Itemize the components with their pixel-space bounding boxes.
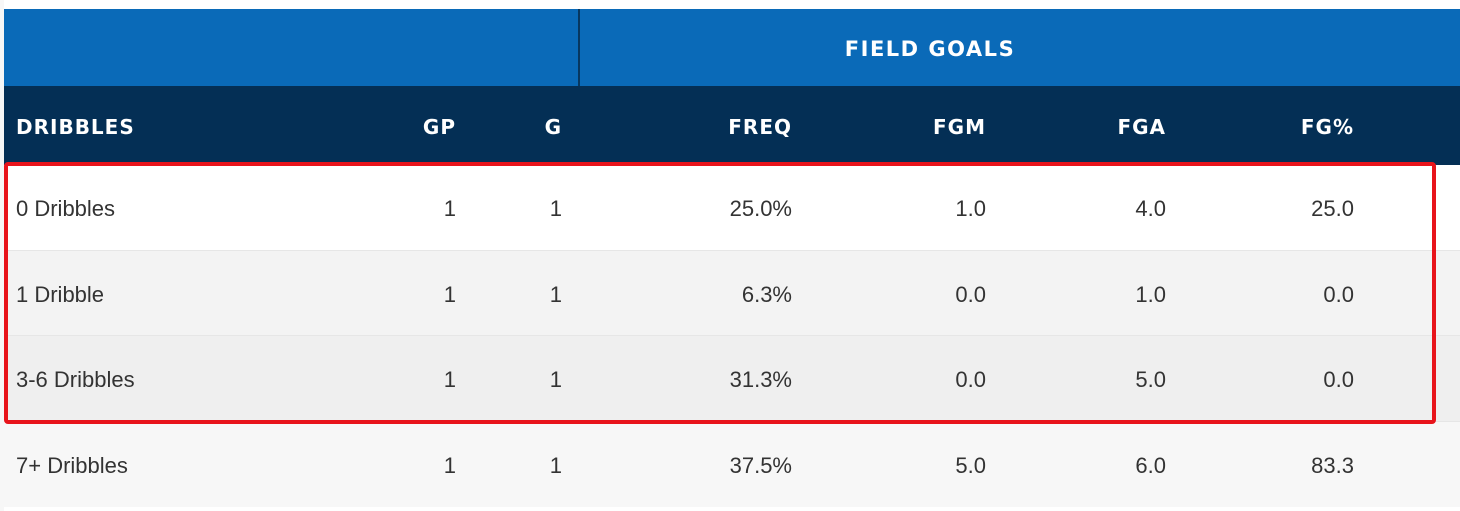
row-fga: 1.0 — [1135, 281, 1166, 307]
row-dribbles-label: 1 Dribble — [16, 281, 105, 307]
row-g: 1 — [549, 281, 562, 307]
column-header-freq[interactable]: FREQ — [728, 115, 792, 139]
row-g: 1 — [549, 452, 562, 478]
row-fga: 4.0 — [1135, 196, 1166, 221]
column-header-fg-pct[interactable]: FG% — [1300, 115, 1354, 139]
row-g: 1 — [549, 196, 562, 221]
row-fgm: 0.0 — [955, 367, 986, 392]
table-group-header: FIELD GOALS — [4, 9, 1460, 86]
table-column-header: DRIBBLES GP G FREQ FGM FGA FG% — [4, 86, 1460, 165]
row-fg-pct: 83.3 — [1311, 452, 1354, 478]
row-fg-pct: 0.0 — [1323, 367, 1354, 392]
row-fgm: 0.0 — [955, 281, 986, 307]
row-fga: 5.0 — [1135, 367, 1166, 392]
row-divider — [4, 335, 1460, 336]
row-dribbles-label: 7+ Dribbles — [16, 452, 128, 478]
group-divider — [578, 9, 580, 86]
row-freq: 25.0% — [729, 196, 792, 221]
table-row: 1 Dribble 1 1 6.3% 0.0 1.0 0.0 — [4, 250, 1460, 336]
row-divider — [4, 249, 1460, 251]
dribbles-stats-table: FIELD GOALS DRIBBLES GP G FREQ FGM FGA F… — [4, 9, 1460, 507]
row-gp: 1 — [443, 452, 456, 478]
row-g: 1 — [549, 367, 562, 392]
row-fgm: 5.0 — [955, 452, 986, 478]
row-gp: 1 — [443, 196, 456, 221]
table-row: 7+ Dribbles 1 1 37.5% 5.0 6.0 83.3 — [4, 421, 1460, 507]
column-header-gp[interactable]: GP — [422, 115, 456, 139]
row-gp: 1 — [443, 281, 456, 307]
row-freq: 31.3% — [729, 367, 792, 392]
row-gp: 1 — [443, 367, 456, 392]
table-row: 3-6 Dribbles 1 1 31.3% 0.0 5.0 0.0 — [4, 336, 1460, 422]
row-freq: 6.3% — [741, 281, 792, 307]
row-freq: 37.5% — [729, 452, 792, 478]
row-fga: 6.0 — [1135, 452, 1166, 478]
row-dribbles-label: 3-6 Dribbles — [16, 367, 135, 392]
column-header-fgm[interactable]: FGM — [933, 115, 986, 139]
row-fg-pct: 0.0 — [1323, 281, 1354, 307]
column-header-g[interactable]: G — [544, 115, 562, 139]
row-dribbles-label: 0 Dribbles — [16, 196, 116, 221]
field-goals-group-label: FIELD GOALS — [844, 37, 1016, 61]
left-edge — [0, 0, 4, 511]
row-fgm: 1.0 — [955, 196, 986, 221]
column-header-fga[interactable]: FGA — [1117, 115, 1166, 139]
row-fg-pct: 25.0 — [1311, 196, 1354, 221]
column-header-dribbles[interactable]: DRIBBLES — [16, 115, 135, 139]
table-row: 0 Dribbles 1 1 25.0% 1.0 4.0 25.0 — [4, 165, 1460, 251]
